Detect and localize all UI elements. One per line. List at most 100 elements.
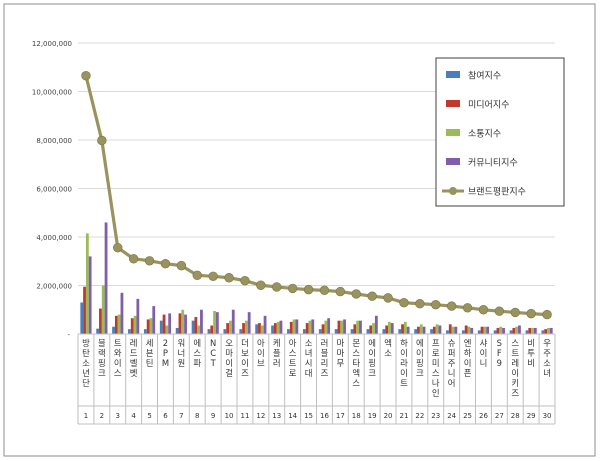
bar-미디어지수 xyxy=(114,315,118,334)
bar-소통지수 xyxy=(85,233,89,334)
axis-layer: 12,000,00010,000,0008,000,0006,000,0004,… xyxy=(32,40,556,425)
bar-미디어지수 xyxy=(337,320,341,334)
bar-미디어지수 xyxy=(480,326,484,334)
bar-미디어지수 xyxy=(130,318,134,334)
rank-label: 5 xyxy=(147,412,151,420)
bar-소통지수 xyxy=(197,325,201,334)
bar-소통지수 xyxy=(403,321,407,334)
bar-미디어지수 xyxy=(194,317,198,334)
rank-label: 25 xyxy=(463,412,472,420)
bar-커뮤니티지수 xyxy=(311,319,315,334)
rank-label: 13 xyxy=(272,412,281,420)
rank-label: 17 xyxy=(336,412,345,420)
rank-label: 2 xyxy=(100,412,104,420)
bar-소통지수 xyxy=(388,321,391,334)
point-브랜드평판지수 xyxy=(128,254,139,264)
bar-소통지수 xyxy=(133,315,137,334)
bar-참여지수 xyxy=(143,329,147,334)
bar-커뮤니티지수 xyxy=(327,318,331,334)
point-브랜드평판지수 xyxy=(287,283,298,294)
bar-커뮤니티지수 xyxy=(152,306,156,334)
bar-참여지수 xyxy=(493,330,497,334)
point-브랜드평판지수 xyxy=(399,298,409,308)
bar-미디어지수 xyxy=(353,324,357,334)
bar-소통지수 xyxy=(340,320,344,334)
bar-미디어지수 xyxy=(369,325,373,334)
point-브랜드평판지수 xyxy=(176,260,187,271)
point-브랜드평판지수 xyxy=(303,284,314,295)
bar-커뮤니티지수 xyxy=(533,327,537,334)
y-tick-label: - xyxy=(67,331,70,339)
bar-미디어지수 xyxy=(448,324,452,334)
bar-커뮤니티지수 xyxy=(231,309,235,334)
bar-참여지수 xyxy=(80,302,84,334)
point-브랜드평판지수 xyxy=(208,271,218,281)
rank-label: 14 xyxy=(288,412,297,420)
y-tick-label: 8,000,000 xyxy=(36,137,72,145)
bar-소통지수 xyxy=(435,324,439,334)
point-브랜드평판지수 xyxy=(526,308,536,319)
bar-미디어지수 xyxy=(210,325,214,334)
bar-참여지수 xyxy=(334,329,338,334)
rank-label: 10 xyxy=(225,412,234,420)
line-layer xyxy=(81,71,552,320)
rank-label: 12 xyxy=(256,412,265,420)
point-브랜드평판지수 xyxy=(97,135,107,146)
bar-참여지수 xyxy=(414,329,418,334)
point-브랜드평판지수 xyxy=(415,298,425,309)
legend-swatch-marker xyxy=(449,187,457,195)
bar-소통지수 xyxy=(483,326,487,334)
bar-미디어지수 xyxy=(401,324,404,334)
bar-커뮤니티지수 xyxy=(406,326,410,334)
bar-미디어지수 xyxy=(162,314,166,334)
bar-미디어지수 xyxy=(305,323,309,334)
bar-참여지수 xyxy=(430,329,433,334)
bar-미디어지수 xyxy=(273,323,277,334)
bar-미디어지수 xyxy=(496,327,500,334)
bar-참여지수 xyxy=(239,329,243,334)
bar-소통지수 xyxy=(467,326,471,334)
y-tick-label: 10,000,000 xyxy=(32,89,72,97)
bar-소통지수 xyxy=(181,309,185,334)
bar-미디어지수 xyxy=(83,286,86,334)
rank-label: 27 xyxy=(495,412,504,420)
rank-label: 24 xyxy=(447,412,456,420)
legend-swatch xyxy=(446,100,460,107)
bar-소통지수 xyxy=(531,327,534,334)
bar-미디어지수 xyxy=(321,324,325,334)
y-tick-label: 12,000,000 xyxy=(32,40,72,48)
bar-참여지수 xyxy=(509,330,513,334)
bar-소통지수 xyxy=(165,325,169,334)
legend-label: 미디어지수 xyxy=(468,100,509,111)
rank-label: 20 xyxy=(384,412,393,420)
bar-커뮤니티지수 xyxy=(215,312,219,334)
bar-커뮤니티지수 xyxy=(168,313,172,334)
bar-커뮤니티지수 xyxy=(486,326,490,334)
bar-참여지수 xyxy=(287,329,290,334)
bar-커뮤니티지수 xyxy=(502,327,505,334)
bar-참여지수 xyxy=(255,324,259,334)
bar-커뮤니티지수 xyxy=(359,320,362,334)
bar-미디어지수 xyxy=(432,326,436,334)
bar-참여지수 xyxy=(398,329,402,334)
legend-swatch xyxy=(446,71,460,78)
bar-커뮤니티지수 xyxy=(343,319,346,334)
bar-소통지수 xyxy=(515,326,519,334)
bar-커뮤니티지수 xyxy=(279,320,283,334)
bar-소통지수 xyxy=(547,327,550,334)
bar-참여지수 xyxy=(159,320,163,334)
